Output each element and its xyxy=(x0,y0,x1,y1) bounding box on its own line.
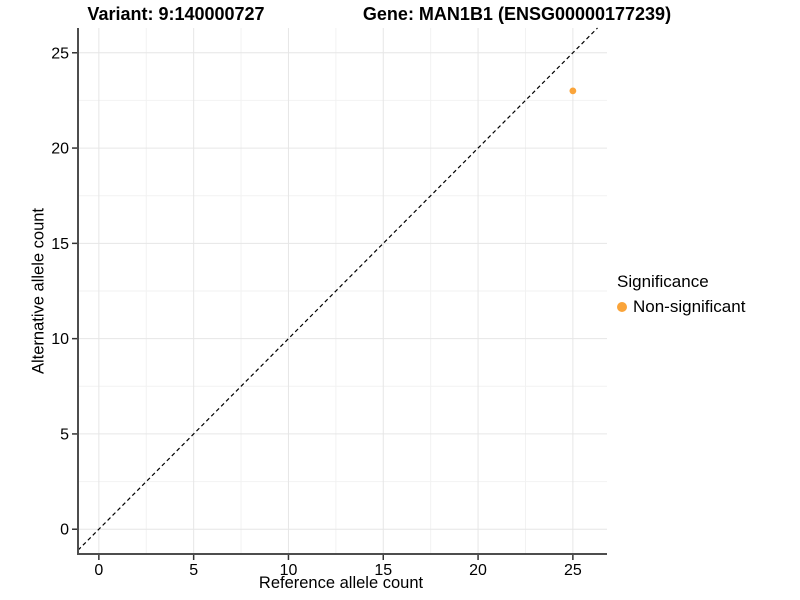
legend-title: Significance xyxy=(617,272,709,291)
x-tick-label: 20 xyxy=(469,562,487,579)
data-point xyxy=(569,87,577,95)
y-axis-title: Alternative allele count xyxy=(29,207,48,375)
y-tick-label: 5 xyxy=(60,426,69,443)
legend-point-icon xyxy=(617,302,627,312)
x-tick-label: 10 xyxy=(280,562,298,579)
identity-line xyxy=(77,27,598,551)
x-tick-label: 0 xyxy=(94,562,103,579)
variant-title: Variant: 9:140000727 xyxy=(87,4,265,24)
legend-item-non-significant: Non-significant xyxy=(617,297,745,317)
x-axis-title: Reference allele count xyxy=(258,574,424,592)
y-tick-label: 0 xyxy=(60,522,69,539)
legend: Significance Non-significant xyxy=(617,272,745,317)
x-tick-label: 25 xyxy=(564,562,582,579)
y-tick-label: 25 xyxy=(51,45,69,62)
y-tick-label: 10 xyxy=(51,331,69,348)
y-tick-label: 15 xyxy=(51,236,69,253)
legend-item-label: Non-significant xyxy=(633,297,746,316)
x-tick-label: 15 xyxy=(374,562,392,579)
y-tick-label: 20 xyxy=(51,141,69,158)
gene-title: Gene: MAN1B1 (ENSG00000177239) xyxy=(362,4,672,24)
x-tick-label: 5 xyxy=(189,562,198,579)
